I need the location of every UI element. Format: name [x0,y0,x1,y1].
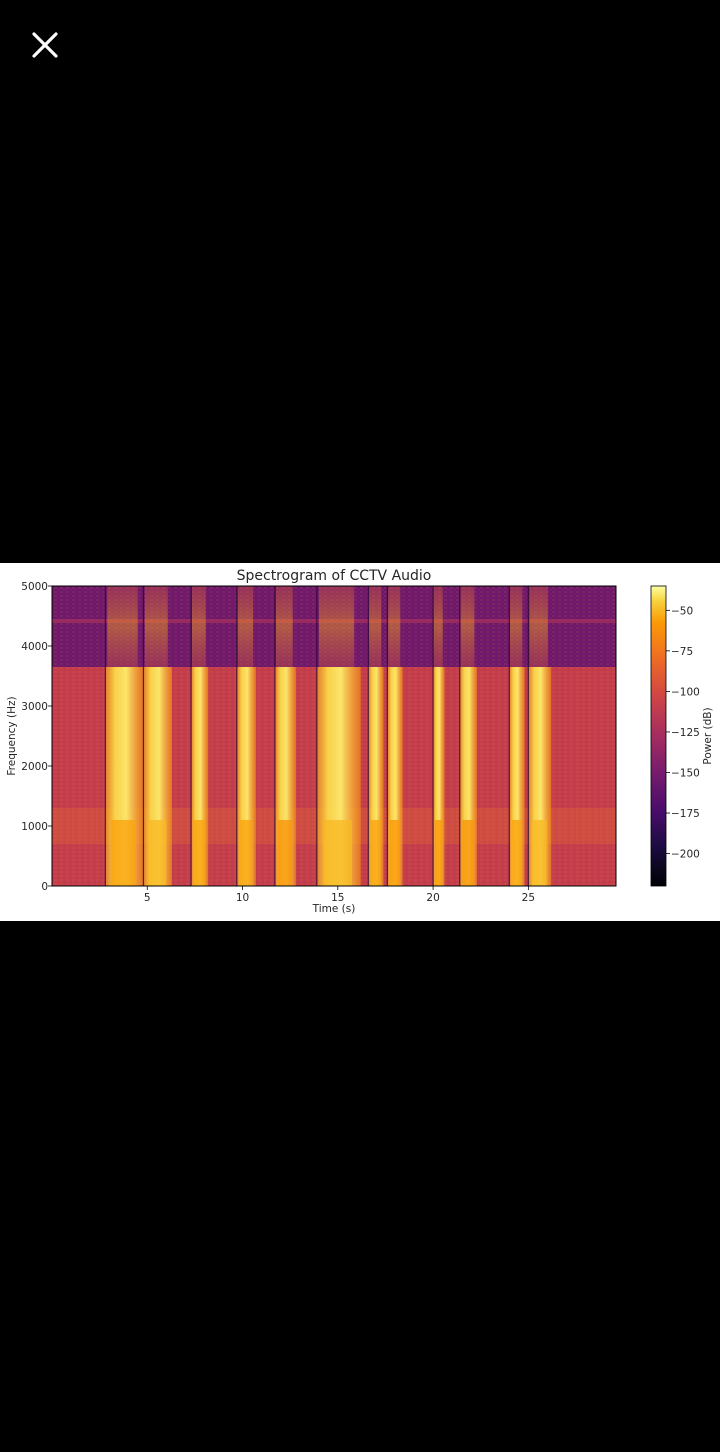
burst-1 [142,586,173,886]
x-tick-label: 20 [426,892,439,904]
burst-3 [236,586,256,886]
colorbar-tick-label: −75 [671,646,693,658]
colorbar: −50 −75 −100 −125 −150 −175 −200 [650,585,700,887]
burst-core [147,820,167,886]
burst-core [531,820,547,886]
chart-image: Spectrogram of CCTV Audio 5 10 15 20 25 0 100… [0,563,720,921]
burst-upper [191,586,206,667]
y-tick-label: 4000 [21,641,48,653]
close-button[interactable] [22,22,68,68]
y-tick-label: 2000 [21,761,48,773]
burst-11 [527,586,552,886]
plot-frame [51,585,617,887]
burst-9 [459,586,477,886]
colorbar-tick-label: −125 [671,727,700,739]
plot-area [52,586,616,886]
y-tick-label: 0 [41,881,48,893]
burst-core [462,820,474,886]
y-tick-label: 5000 [21,581,48,593]
burst-core [278,820,292,886]
burst-2 [190,586,209,886]
burst-upper [433,586,443,667]
burst-core [511,820,522,886]
burst-upper [369,586,382,667]
x-tick-label: 15 [331,892,344,904]
burst-upper [107,586,138,667]
burst-upper [144,586,168,667]
burst-core [323,820,352,886]
burst-upper [319,586,355,667]
colorbar-tick-label: −200 [671,849,700,861]
burst-upper [237,586,254,667]
burst-core [370,820,381,886]
burst-7 [386,586,403,886]
burst-core [239,820,253,886]
chart-title: Spectrogram of CCTV Audio [237,568,432,584]
burst-4 [274,586,296,886]
y-tick-label: 1000 [21,821,48,833]
burst-core [434,820,443,886]
burst-column [433,667,445,886]
colorbar-label: Power (dB) [702,707,714,764]
burst-upper [275,586,293,667]
colorbar-tick-label: −50 [671,605,693,617]
burst-upper [529,586,548,667]
burst-core [111,820,136,886]
x-tick-label: 10 [236,892,249,904]
burst-8 [432,586,445,886]
burst-10 [508,586,525,886]
close-icon [32,32,58,58]
x-axis: 5 10 15 20 25 [144,886,535,904]
spectrogram-chart: Spectrogram of CCTV Audio 5 10 15 20 25 0 100… [6,568,714,915]
colorbar-tick-label: −150 [671,767,700,779]
burst-core [389,820,400,886]
burst-upper [460,586,475,667]
burst-upper [388,586,401,667]
y-axis-label: Frequency (Hz) [6,696,18,775]
colorbar-gradient [650,585,667,887]
burst-upper [510,586,523,667]
x-axis-label: Time (s) [312,903,356,915]
burst-0 [104,586,144,886]
x-tick-label: 25 [522,892,535,904]
burst-core [193,820,205,886]
burst-5 [316,586,361,886]
colorbar-tick-label: −175 [671,808,700,820]
y-tick-label: 3000 [21,701,48,713]
burst-6 [367,586,384,886]
x-tick-label: 5 [144,892,151,904]
y-axis: 0 1000 2000 3000 4000 5000 [21,581,52,893]
colorbar-tick-label: −100 [671,686,700,698]
